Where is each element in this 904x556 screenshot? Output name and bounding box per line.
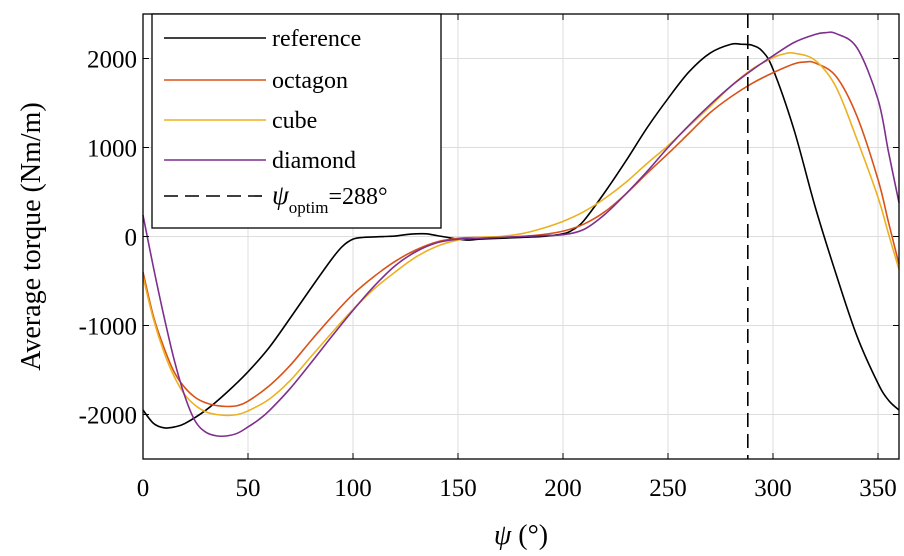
legend-label-diamond: diamond <box>272 148 356 174</box>
legend-optimum-symbol: ψ <box>272 180 290 210</box>
legend-label-optimum: ψoptim=288° <box>272 180 388 217</box>
x-tick-label: 350 <box>859 475 897 502</box>
series-lines <box>142 31 900 438</box>
x-tick-label: 50 <box>236 475 261 502</box>
x-tick-label: 250 <box>649 475 687 502</box>
series-line-cube <box>142 51 900 417</box>
y-tick-label: -2000 <box>79 403 137 430</box>
x-tick-label: 150 <box>439 475 477 502</box>
x-tick-label: 300 <box>754 475 792 502</box>
x-tick-label: 200 <box>544 475 582 502</box>
legend-box <box>151 13 442 229</box>
x-axis-unit: (°) <box>511 520 548 551</box>
series-line-diamond <box>142 31 900 438</box>
y-tick-label: 1000 <box>87 136 137 163</box>
x-tick-label: 0 <box>137 475 150 502</box>
axis-ticks: 0 50 100 150 200 250 300 350 -2000 -1000 0 1000 2000 <box>79 14 899 502</box>
legend: reference octagon cube diamond ψoptim=288° <box>151 13 442 229</box>
legend-label-cube: cube <box>272 108 317 134</box>
y-tick-label: 0 <box>125 225 138 252</box>
x-axis-label: ψ (°) <box>494 520 548 551</box>
y-tick-label: 2000 <box>87 47 137 74</box>
legend-optimum-subscript: optim <box>289 198 329 217</box>
y-axis-label: Average torque (Nm/m) <box>16 102 47 371</box>
legend-label-reference: reference <box>272 26 361 52</box>
legend-optimum-value: =288° <box>328 184 387 210</box>
x-tick-label: 100 <box>334 475 372 502</box>
series-line-reference <box>142 42 900 429</box>
legend-label-octagon: octagon <box>272 68 348 94</box>
x-axis-symbol: ψ <box>494 520 512 551</box>
y-tick-label: -1000 <box>79 314 137 341</box>
